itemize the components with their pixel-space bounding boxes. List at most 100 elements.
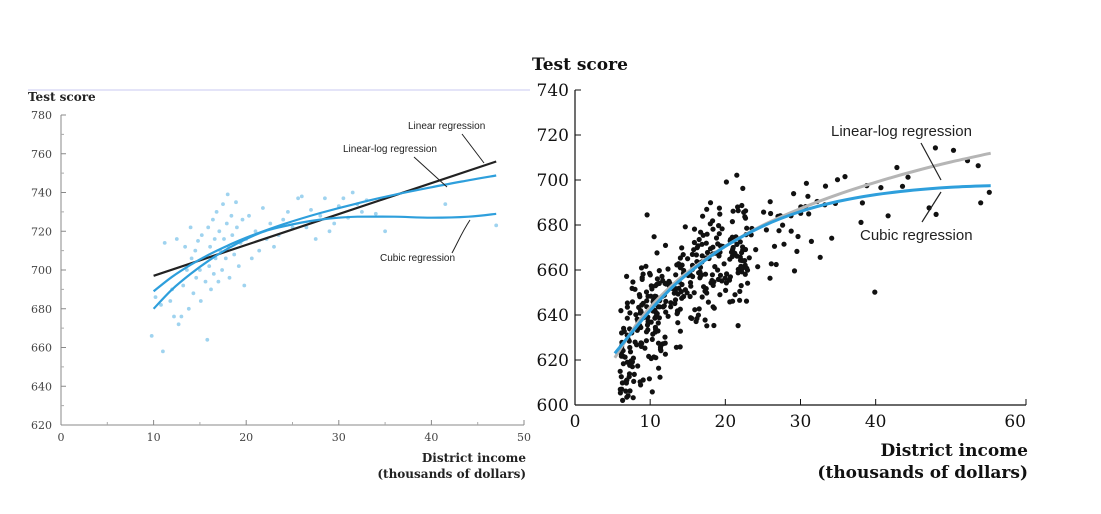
left-scatter-point [198,268,202,272]
left-y-axis-title: Test score [28,90,96,104]
left-x-axis-title-line2: (thousands of dollars) [377,467,526,481]
right-scatter-point [699,294,705,300]
right-scatter-point [650,331,656,337]
right-scatter-point [679,281,685,288]
right-scatter-point [632,286,638,292]
right-scatter-point [878,185,884,191]
left-scatter-point [172,314,176,319]
right-scatter-points [617,145,992,403]
left-series-line [152,174,497,293]
right-scatter-point [709,272,716,278]
right-scatter-point [858,219,864,225]
right-scatter-point [652,283,659,289]
right-scatter-point [817,254,823,260]
left-scatter-point [207,264,212,268]
right-scatter-point [734,172,740,178]
right-scatter-point [703,240,709,246]
right-scatter-point [627,349,634,355]
left-scatter-point [189,256,194,261]
right-scatter-point [627,362,633,368]
left-series-line [152,212,497,310]
right-scatter-point [794,248,800,254]
right-scatter-point [704,206,710,212]
right-scatter-point [803,180,810,186]
right-scatter-point [806,211,812,217]
right-regression-lines [613,151,992,359]
left-chart: Test score 620 640 660 680 700 720 740 760 780 0 1… [28,90,531,481]
right-scatter-point [744,225,750,231]
right-scatter-point [659,273,665,279]
left-y-tick-label: 780 [31,109,52,122]
left-scatter-point [198,299,203,303]
right-scatter-point [655,304,661,310]
left-scatter-point [242,283,247,288]
right-scatter-point [646,376,653,382]
right-series-line [613,151,992,359]
left-label-cubic-regression: Cubic regression [380,253,455,264]
right-scatter-point [646,353,652,359]
left-scatter-point [181,283,186,288]
right-scatter-point [673,344,680,350]
left-scatter-point [224,221,229,226]
left-leader-linear-log [413,156,448,188]
left-scatter-point [286,210,290,214]
right-scatter-point [710,244,716,250]
left-scatter-point [350,190,355,195]
right-scatter-point [695,312,702,318]
right-scatter-point [986,189,992,195]
right-scatter-point [677,265,683,271]
right-scatter-point [737,239,743,245]
right-scatter-point [704,249,711,256]
right-scatter-point [677,344,683,350]
right-scatter-point [743,298,750,304]
right-scatter-point [672,300,678,307]
right-scatter-point [654,276,661,282]
right-scatter-point [744,265,750,271]
right-scatter-point [663,298,669,304]
right-scatter-point [679,295,685,301]
right-scatter-point [693,318,699,325]
right-y-tick-label: 660 [537,261,569,281]
right-y-tick-label: 600 [537,396,569,416]
left-scatter-point [186,306,191,311]
left-scatter-point [214,210,219,214]
right-scatter-point [652,324,659,330]
right-chart: Test score 600 620 640 660 680 700 720 740 0 10 20… [532,55,1028,483]
right-scatter-point [651,354,657,360]
right-y-tick-label: 740 [537,81,569,101]
left-scatter-point [304,225,309,230]
right-y-tick-label: 700 [537,171,569,191]
right-scatter-point [622,354,628,360]
right-scatter-point [704,323,710,329]
right-scatter-point [634,342,640,348]
left-scatter-point [240,217,245,222]
right-scatter-point [730,298,736,304]
left-scatter-point [205,337,210,342]
right-scatter-point [655,328,661,334]
right-scatter-point [842,174,848,180]
right-label-cubic-regression: Cubic regression [860,227,973,244]
right-scatter-point [767,199,773,205]
right-scatter-point [693,252,700,258]
right-y-tick-label: 620 [537,351,569,371]
left-scatter-point [309,208,313,212]
right-scatter-point [679,245,685,251]
right-scatter-point [894,164,900,171]
right-scatter-point [643,263,649,269]
right-y-tick-label: 680 [537,216,569,236]
right-scatter-point [687,293,693,300]
right-scatter-point [737,297,743,303]
left-x-axis-title-line1: District income [422,451,526,465]
right-scatter-point [776,228,782,234]
right-scatter-point [699,253,705,259]
right-scatter-point [763,227,770,233]
right-scatter-point [739,202,745,209]
right-leader-linear-log [920,142,942,181]
right-scatter-point [702,317,708,323]
right-scatter-point [709,277,715,284]
left-x-tick-label: 0 [58,431,65,444]
right-x-axis-title-line2: (thousands of dollars) [817,463,1028,483]
left-scatter-point [217,229,222,234]
right-scatter-point [689,251,696,257]
